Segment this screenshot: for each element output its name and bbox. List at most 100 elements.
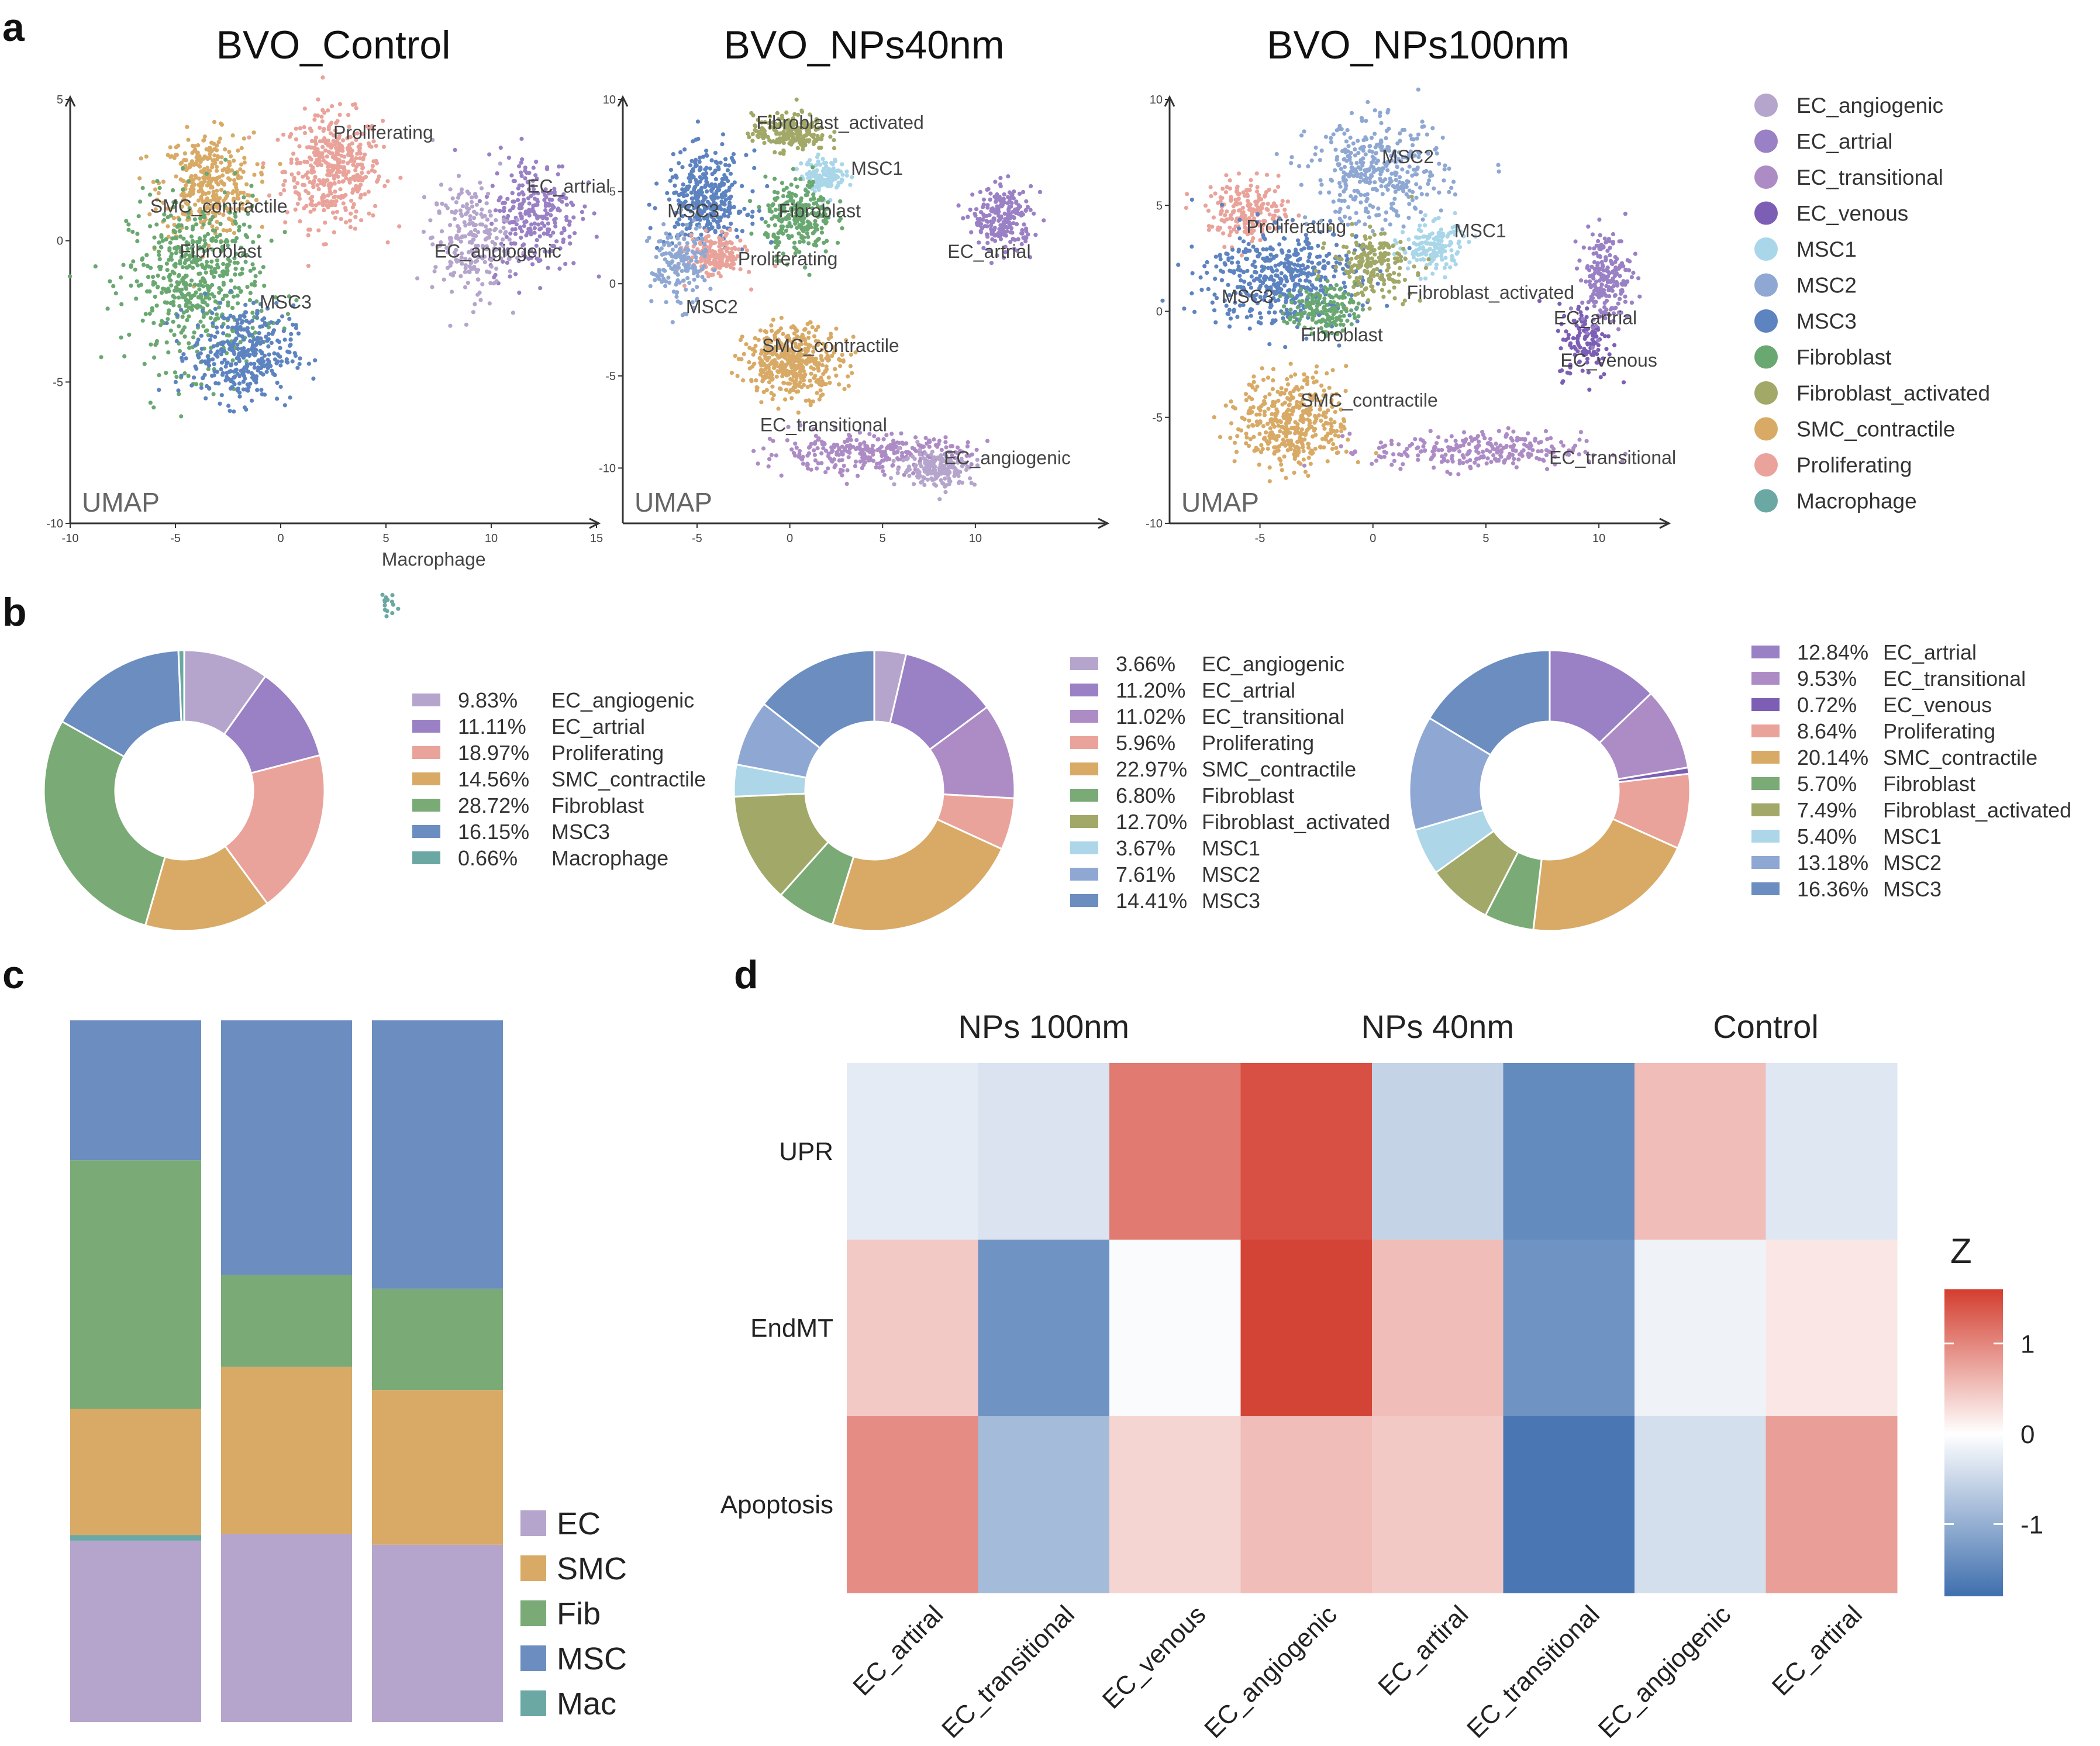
- umap-cell: [191, 335, 196, 340]
- umap-cell: [184, 302, 189, 306]
- umap-cell: [204, 270, 208, 275]
- umap-cell: [178, 234, 183, 239]
- umap-cell: [764, 374, 769, 379]
- umap-cell: [237, 381, 242, 386]
- umap-cell: [822, 382, 827, 387]
- umap-cell: [339, 164, 344, 170]
- umap-cell: [421, 229, 426, 234]
- umap-cell: [826, 184, 830, 188]
- umap-cell: [256, 365, 261, 370]
- umap-cell: [473, 302, 477, 306]
- umap-cell: [783, 397, 788, 402]
- umap-cell: [225, 269, 230, 274]
- umap-cell: [211, 158, 215, 163]
- umap-cell: [907, 474, 912, 478]
- umap-cell: [439, 229, 444, 234]
- umap-cell: [809, 371, 813, 376]
- umap-cell: [816, 152, 820, 157]
- umap-cell: [1365, 99, 1370, 105]
- umap-cell: [650, 271, 654, 275]
- umap-cell: [534, 160, 539, 164]
- umap-cell: [189, 308, 194, 312]
- umap-cell: [126, 222, 131, 227]
- umap-cell: [711, 249, 715, 254]
- umap-cell: [508, 208, 513, 213]
- umap-cell: [919, 464, 923, 469]
- umap-cell: [781, 140, 786, 145]
- umap-cell: [168, 328, 173, 333]
- umap-cell: [213, 270, 218, 274]
- umap-cell: [1364, 119, 1368, 123]
- umap-cell: [328, 131, 333, 136]
- umap-cell: [1414, 195, 1419, 200]
- umap-cell: [1342, 170, 1346, 175]
- umap-cell: [241, 387, 246, 392]
- umap-cell: [208, 152, 212, 157]
- umap-cell: [247, 352, 251, 357]
- umap-cell: [664, 251, 668, 256]
- umap-cell: [882, 472, 887, 477]
- umap-cell: [701, 250, 706, 254]
- umap-cell: [695, 182, 699, 187]
- umap-cell: [227, 150, 232, 154]
- umap-cell: [174, 200, 178, 205]
- umap-cell: [856, 474, 860, 478]
- umap-cell: [196, 143, 201, 148]
- umap-cell: [791, 167, 795, 171]
- umap-cell: [517, 164, 522, 168]
- umap-cell: [1313, 152, 1318, 157]
- umap-cell: [809, 383, 813, 388]
- umap-cell: [657, 267, 661, 272]
- umap-cell: [247, 225, 252, 229]
- umap-cell: [332, 174, 337, 178]
- umap-cell: [832, 444, 837, 450]
- umap-cell: [480, 215, 485, 219]
- umap-cell: [219, 367, 223, 372]
- x-tick-label: 0: [1370, 532, 1376, 545]
- umap-cell: [163, 300, 167, 305]
- umap-cell: [266, 332, 271, 336]
- umap-cell: [818, 182, 823, 187]
- umap-cell: [977, 219, 981, 224]
- umap-cell: [205, 354, 210, 359]
- umap-cell: [671, 152, 675, 157]
- umap-cell: [236, 176, 240, 181]
- umap-cell: [542, 198, 547, 202]
- umap-cell: [542, 215, 546, 220]
- umap-cell: [832, 146, 837, 150]
- x-tick-label: 10: [485, 532, 498, 545]
- umap-cell: [819, 230, 825, 235]
- y-tick-label: -5: [605, 370, 616, 383]
- umap-cell: [269, 320, 274, 325]
- umap-cell: [519, 136, 524, 141]
- umap-cell: [816, 461, 820, 465]
- umap-cell: [750, 139, 755, 143]
- umap-cell: [157, 253, 161, 257]
- umap-cell: [247, 193, 252, 198]
- umap-cell: [322, 158, 326, 163]
- umap-cell: [294, 137, 298, 142]
- umap-cell: [494, 218, 498, 223]
- umap-cell: [478, 180, 482, 185]
- umap-cell: [332, 164, 337, 168]
- umap-cell: [826, 466, 830, 471]
- umap-cell: [1023, 208, 1028, 212]
- umap-cell: [704, 228, 708, 233]
- umap-cell: [219, 325, 225, 329]
- umap-cell: [835, 452, 839, 457]
- umap-cell: [186, 137, 191, 142]
- umap-cell: [239, 201, 243, 206]
- umap-cell: [1388, 222, 1392, 227]
- umap-cell: [465, 189, 470, 194]
- umap-cell: [344, 172, 349, 177]
- umap-cell: [291, 322, 295, 327]
- umap-cell: [874, 465, 878, 470]
- umap-cell: [191, 240, 195, 244]
- umap-cell: [955, 470, 960, 475]
- umap-cell: [230, 191, 235, 195]
- umap-cell: [281, 132, 286, 137]
- umap-cell: [674, 282, 678, 287]
- umap-cell: [702, 264, 706, 269]
- umap-cell: [189, 296, 194, 301]
- umap-cell: [250, 310, 255, 315]
